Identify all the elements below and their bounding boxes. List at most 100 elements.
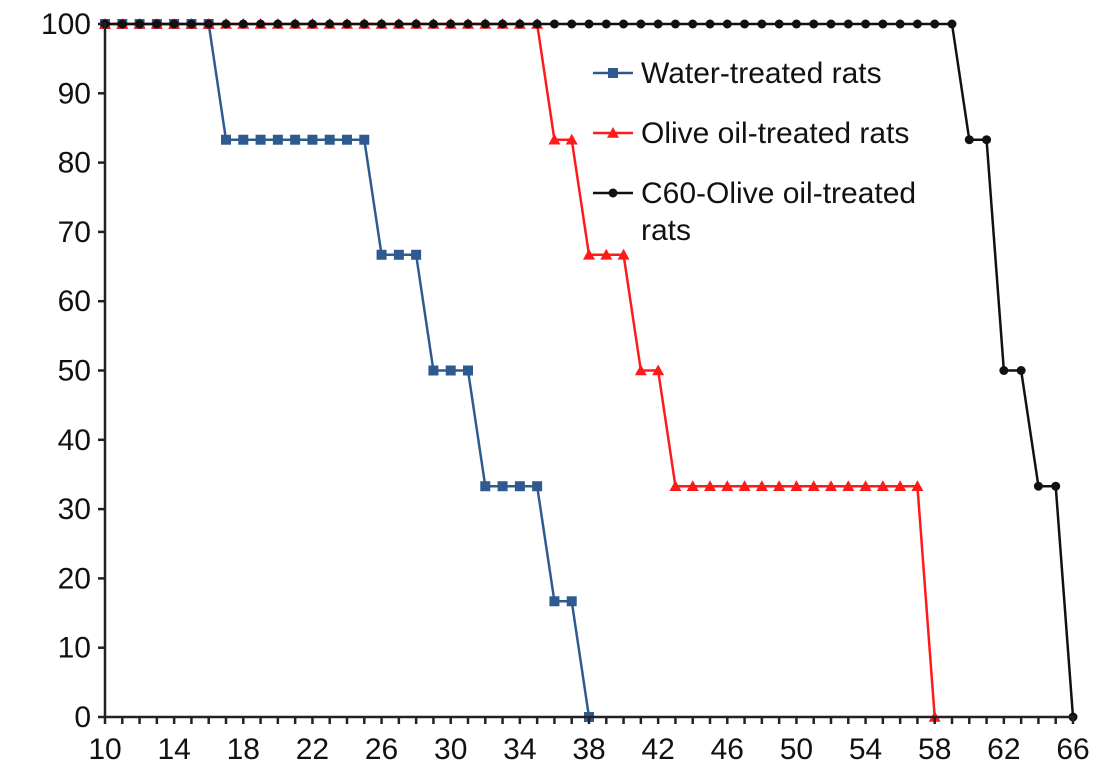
data-point bbox=[809, 19, 819, 29]
data-point bbox=[722, 19, 732, 29]
data-point bbox=[895, 19, 905, 29]
data-point bbox=[290, 134, 301, 145]
data-point bbox=[688, 19, 698, 29]
data-point bbox=[982, 135, 992, 145]
x-tick-label: 10 bbox=[88, 733, 121, 766]
data-point bbox=[705, 19, 715, 29]
data-point bbox=[634, 364, 647, 376]
x-tick-label: 62 bbox=[987, 733, 1020, 766]
legend-label-line: rats bbox=[641, 214, 691, 247]
x-tick-label: 46 bbox=[711, 733, 744, 766]
data-point bbox=[686, 480, 699, 492]
data-point bbox=[135, 19, 145, 29]
x-tick-label: 30 bbox=[434, 733, 467, 766]
data-point bbox=[600, 248, 613, 260]
y-tick-label: 30 bbox=[58, 493, 91, 526]
data-point bbox=[861, 19, 871, 29]
data-point bbox=[376, 249, 387, 260]
data-point bbox=[601, 19, 611, 29]
data-point bbox=[221, 134, 231, 145]
x-axis-ticks: 10 14 18 22 26 30 34 38 42 46 50 54 58 62 66 bbox=[88, 717, 1090, 766]
x-tick-label: 50 bbox=[780, 733, 813, 766]
data-point bbox=[549, 596, 560, 607]
data-point bbox=[238, 134, 249, 145]
y-tick-label: 80 bbox=[58, 147, 91, 180]
x-tick-label: 38 bbox=[572, 733, 605, 766]
data-point bbox=[117, 19, 127, 29]
data-point bbox=[653, 19, 663, 29]
data-point bbox=[859, 480, 872, 492]
y-axis-ticks: 0 10 20 30 40 50 60 70 80 90 100 bbox=[41, 8, 105, 734]
data-point bbox=[186, 19, 196, 29]
data-point bbox=[755, 480, 768, 492]
legend-label-line: Olive oil-treated rats bbox=[641, 117, 909, 150]
legend-label-line: C60-Olive oil-treated bbox=[641, 177, 916, 210]
data-point bbox=[204, 19, 214, 29]
x-tick-label: 66 bbox=[1056, 733, 1089, 766]
data-point bbox=[826, 19, 836, 29]
legend-label: C60-Olive oil-treated rats bbox=[641, 177, 916, 247]
data-point bbox=[894, 480, 907, 492]
data-point bbox=[652, 364, 665, 376]
data-point bbox=[1016, 366, 1026, 375]
series-3 bbox=[100, 19, 1078, 722]
data-point bbox=[842, 480, 855, 492]
data-point bbox=[411, 249, 422, 260]
data-point bbox=[791, 19, 801, 29]
legend-label: Water-treated rats bbox=[641, 57, 882, 90]
y-tick-label: 0 bbox=[74, 701, 91, 734]
data-point bbox=[670, 19, 680, 29]
data-point bbox=[377, 19, 387, 29]
data-point bbox=[566, 596, 577, 607]
data-point bbox=[221, 19, 231, 29]
data-point bbox=[514, 481, 525, 492]
data-point bbox=[636, 19, 646, 29]
series-line bbox=[105, 22, 591, 718]
data-point bbox=[325, 19, 335, 29]
data-point bbox=[1051, 481, 1061, 491]
y-tick-label: 10 bbox=[58, 632, 91, 665]
data-point bbox=[584, 19, 594, 29]
data-point bbox=[740, 19, 750, 29]
data-point bbox=[912, 19, 922, 29]
x-tick-label: 22 bbox=[296, 733, 329, 766]
data-point bbox=[773, 480, 786, 492]
data-point bbox=[255, 134, 266, 145]
data-point bbox=[790, 480, 803, 492]
data-point bbox=[532, 19, 542, 29]
data-point bbox=[1033, 481, 1043, 491]
data-point bbox=[567, 19, 577, 29]
data-point bbox=[738, 480, 751, 492]
y-tick-label: 90 bbox=[58, 77, 91, 110]
data-point bbox=[757, 19, 767, 29]
data-point bbox=[324, 134, 335, 145]
x-tick-label: 54 bbox=[849, 733, 882, 766]
data-point bbox=[911, 480, 924, 492]
data-point bbox=[169, 19, 179, 29]
y-tick-label: 100 bbox=[41, 8, 91, 41]
legend-marker bbox=[607, 127, 619, 138]
data-point bbox=[619, 19, 629, 29]
data-point bbox=[342, 134, 352, 145]
data-point bbox=[515, 19, 525, 29]
data-point bbox=[532, 481, 543, 492]
data-point bbox=[774, 19, 784, 29]
data-point bbox=[272, 134, 283, 145]
data-point bbox=[290, 19, 300, 29]
data-point bbox=[393, 249, 404, 260]
data-point bbox=[721, 480, 734, 492]
data-point bbox=[307, 134, 318, 145]
x-tick-label: 58 bbox=[918, 733, 951, 766]
data-point bbox=[273, 19, 283, 29]
data-point bbox=[548, 133, 561, 145]
data-point bbox=[342, 19, 352, 29]
data-point bbox=[825, 480, 837, 492]
data-point bbox=[411, 19, 421, 29]
y-tick-label: 20 bbox=[58, 562, 91, 595]
data-point bbox=[428, 19, 438, 29]
legend: Water-treated rats Olive oil-treated rats… bbox=[593, 57, 916, 247]
x-tick-label: 18 bbox=[227, 733, 260, 766]
legend-label-line: Water-treated rats bbox=[641, 57, 882, 90]
